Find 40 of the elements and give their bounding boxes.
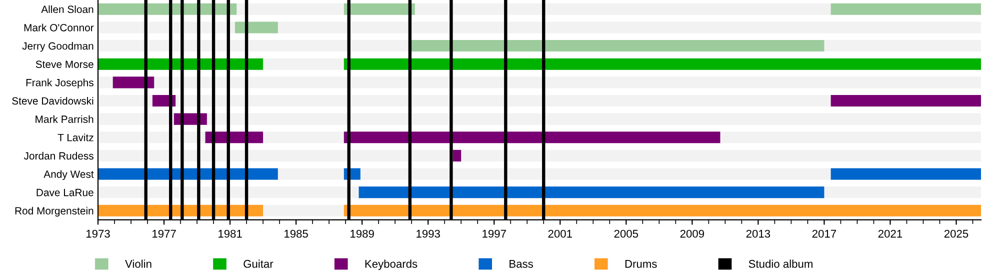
legend-label: Keyboards <box>365 260 418 270</box>
legend-label: Guitar <box>244 260 274 268</box>
x-tick-label: 1973 <box>86 230 110 238</box>
y-tick-label: Frank Josephs <box>26 78 94 88</box>
x-tick-label: 2013 <box>746 230 770 238</box>
bar <box>112 76 154 88</box>
bar <box>98 168 278 180</box>
legend-label: Drums <box>625 260 657 268</box>
x-tick-label: 1997 <box>482 230 506 238</box>
y-tick-label: Mark Parrish <box>36 115 94 123</box>
x-tick-label: 2021 <box>878 230 902 238</box>
legend-label: Studio album <box>748 260 812 268</box>
legend-label: Bass <box>510 260 533 268</box>
bar <box>344 3 415 15</box>
bar <box>830 94 981 107</box>
legend-label: Violin <box>125 260 152 268</box>
bar <box>452 150 462 162</box>
y-tick-label: Andy West <box>44 170 94 180</box>
bar <box>234 22 278 34</box>
bar <box>830 3 981 15</box>
y-tick-label: Mark O'Connor <box>24 24 94 32</box>
y-tick-label: T Lavitz <box>58 134 94 142</box>
y-tick-label: Steve Morse <box>36 60 94 68</box>
y-tick-label: Allen Sloan <box>41 5 94 14</box>
x-tick-label: 1981 <box>218 230 242 238</box>
x-tick-label: 2009 <box>680 230 704 238</box>
x-tick-label: 2001 <box>548 230 572 238</box>
x-tick-label: 2025 <box>944 230 968 238</box>
y-tick-label: Jerry Goodman <box>22 42 94 52</box>
x-tick-label: 1993 <box>416 230 440 238</box>
x-tick-label: 1977 <box>152 230 176 238</box>
x-tick-label: 1985 <box>284 230 308 238</box>
x-tick-label: 2017 <box>812 230 836 238</box>
y-tick-label: Steve Davidowski <box>12 96 94 105</box>
y-tick-label: Rod Morgenstein <box>15 206 94 217</box>
x-tick-label: 1989 <box>350 230 374 238</box>
y-tick-label: Dave LaRue <box>36 188 94 196</box>
bar <box>830 168 981 180</box>
x-tick-label: 2005 <box>614 230 638 238</box>
y-tick-label: Jordan Rudess <box>24 152 94 160</box>
